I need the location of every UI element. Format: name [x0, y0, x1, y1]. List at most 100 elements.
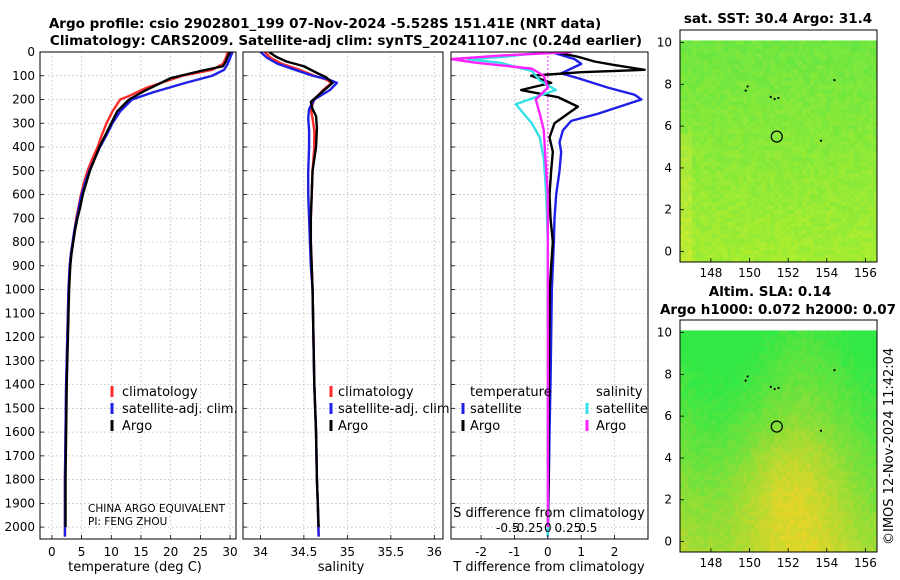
sst-map-cell	[806, 149, 811, 154]
sst-map-cell	[754, 88, 760, 94]
alt-map-cell	[719, 435, 724, 440]
alt-map-cell	[786, 471, 791, 476]
sst-map-cell	[853, 56, 858, 61]
alt-map-cell	[817, 495, 823, 501]
sst-map-cell	[711, 133, 716, 138]
t-xtick-label-25: 25	[193, 545, 208, 559]
alt-map-cell	[798, 435, 803, 440]
sst-map-cell	[825, 112, 831, 118]
sst-map-cell	[762, 125, 768, 130]
sst-map-cell	[739, 96, 744, 102]
alt-map-cell	[723, 523, 728, 529]
alt-map-cell	[719, 531, 724, 537]
sst-map-cell	[766, 72, 772, 78]
alt-map-cell	[754, 539, 760, 545]
alt-map-cell	[806, 499, 811, 505]
alt-map-cell	[770, 378, 775, 384]
sst-map-cell	[754, 44, 760, 49]
sst-map-cell	[817, 249, 823, 255]
alt-map-cell	[735, 435, 740, 440]
sst-map-cell	[853, 189, 858, 194]
alt-map-cell	[798, 411, 803, 416]
sst-map-cell	[861, 209, 866, 215]
sst-map-cell	[739, 161, 744, 166]
sst-map-cell	[841, 92, 846, 98]
sst-map-cell	[727, 44, 732, 49]
sst-map-cell	[770, 60, 775, 66]
sst-map-cell	[727, 173, 732, 178]
alt-map-cell	[707, 475, 712, 480]
sst-map-cell	[695, 233, 701, 239]
sst-map-cell	[727, 68, 732, 74]
alt-map-cell	[691, 447, 697, 452]
sst-map-cell	[853, 177, 858, 182]
sst-map-cell	[806, 40, 811, 45]
alt-map-cell	[731, 539, 736, 545]
alt-map-cell	[743, 451, 748, 456]
sst-map-cell	[754, 193, 760, 198]
sst-map-cell	[758, 56, 764, 61]
sst-map-cell	[774, 185, 779, 190]
sst-map-cell	[849, 205, 854, 211]
alt-map-cell	[806, 354, 811, 360]
alt-map-cell	[758, 543, 764, 549]
alt-map-cell	[778, 451, 783, 456]
alt-map-cell	[762, 342, 768, 347]
sst-map-cell	[833, 48, 838, 53]
sst-map-cell	[849, 48, 854, 53]
sst-map-cell	[707, 80, 712, 86]
sst-map-cell	[869, 165, 874, 170]
alt-map-cell	[715, 479, 720, 484]
alt-map-cell	[680, 390, 685, 396]
sst-map-cell	[715, 193, 720, 198]
alt-map-cell	[680, 491, 685, 497]
sst-map-cell	[810, 40, 815, 45]
sst-map-cell	[723, 80, 728, 86]
sst-map-cell	[845, 100, 850, 106]
sst-map-cell	[806, 112, 811, 118]
sst-map-cell	[857, 229, 862, 235]
alt-map-cell	[813, 527, 819, 533]
sst-map-cell	[687, 197, 693, 202]
sst-map-cell	[817, 112, 823, 118]
sst-map-cell	[813, 221, 819, 227]
sst-map-cell	[727, 257, 732, 263]
sst-map-cell	[853, 92, 858, 98]
alt-map-cell	[798, 342, 803, 347]
sst-map-cell	[774, 197, 779, 202]
alt-map-cell	[806, 527, 811, 533]
sst-map-cell	[865, 205, 870, 211]
alt-map-cell	[770, 543, 775, 549]
annotation-pi: PI: FENG ZHOU	[88, 516, 167, 528]
sst-map-cell	[790, 100, 795, 106]
alt-map-cell	[707, 483, 712, 488]
sst-map-cell	[687, 68, 693, 74]
sst-map-cell	[703, 193, 708, 198]
sst-map-cell	[865, 189, 870, 194]
alt-map-cell	[735, 459, 740, 464]
sst-map-cell	[857, 173, 862, 178]
sst-map-cell	[739, 92, 744, 98]
sst-map-cell	[853, 108, 858, 114]
alt-map-cell	[778, 439, 783, 444]
sst-map-cell	[873, 149, 878, 154]
alt-map-cell	[691, 527, 697, 533]
alt-map-cell	[798, 439, 803, 444]
salinity-legend-argo-label: Argo	[338, 419, 368, 434]
sst-map-cell	[711, 68, 716, 74]
alt-map-cell	[750, 543, 756, 549]
alt-map-cell	[683, 382, 689, 388]
sst-map-cell	[774, 189, 779, 194]
alt-map-cell	[750, 535, 756, 541]
alt-map-cell	[802, 499, 807, 505]
alt-map-cell	[691, 539, 697, 545]
sst-map-cell	[699, 44, 705, 49]
sst-map-cell	[821, 84, 827, 90]
alt-map-cell	[770, 431, 775, 436]
sst-map-cell	[707, 153, 712, 158]
sst-map-cell	[731, 233, 736, 239]
alt-map-cell	[750, 435, 756, 440]
alt-map-cell	[695, 378, 701, 384]
sst-map-cell	[683, 116, 689, 122]
alt-map-cell	[739, 427, 744, 432]
